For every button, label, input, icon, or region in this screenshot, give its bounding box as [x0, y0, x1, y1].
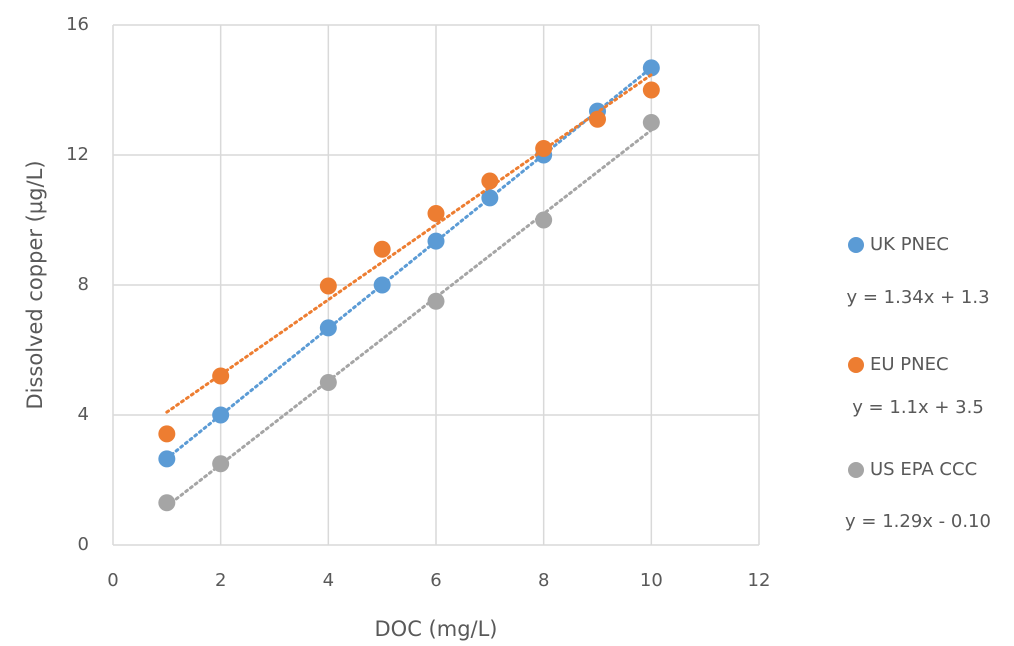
data-point — [642, 114, 660, 131]
x-tick-label: 6 — [430, 570, 441, 591]
y-tick-label: 12 — [66, 144, 89, 165]
legend-label: UK PNEC — [870, 234, 949, 255]
trendline-equation: y = 1.34x + 1.3 — [846, 287, 989, 308]
data-point — [212, 455, 230, 473]
data-point — [481, 189, 499, 207]
data-point — [535, 140, 553, 157]
data-point — [642, 81, 660, 99]
data-point — [373, 276, 391, 294]
trendline — [165, 128, 653, 508]
y-axis-title: Dissolved copper (µg/L) — [23, 160, 47, 409]
data-point — [427, 292, 445, 310]
data-point — [589, 110, 606, 128]
data-point — [481, 172, 499, 190]
y-tick-label: 8 — [78, 274, 89, 295]
data-point — [212, 367, 230, 385]
x-tick-label: 4 — [323, 570, 334, 591]
x-axis-title: DOC (mg/L) — [375, 617, 498, 641]
data-point — [373, 240, 391, 258]
x-tick-label: 2 — [215, 570, 226, 591]
y-tick-label: 4 — [78, 404, 89, 425]
legend-label: EU PNEC — [870, 354, 949, 375]
trendline — [165, 66, 653, 461]
y-tick-label: 0 — [78, 534, 89, 555]
data-point — [427, 205, 445, 222]
data-point — [319, 277, 337, 295]
x-tick-label: 12 — [748, 570, 771, 591]
data-point — [427, 232, 445, 250]
x-tick-label: 0 — [107, 570, 118, 591]
x-tick-label: 10 — [640, 570, 663, 591]
trendline-equation: y = 1.1x + 3.5 — [852, 397, 984, 418]
legend-marker — [848, 462, 864, 478]
data-point — [319, 374, 337, 391]
legend-label: US EPA CCC — [870, 459, 977, 480]
data-point — [535, 211, 553, 229]
data-point — [642, 59, 660, 77]
data-point — [212, 406, 230, 424]
legend-marker — [848, 237, 864, 253]
y-tick-label: 16 — [66, 14, 89, 35]
data-point — [158, 494, 176, 512]
data-point — [319, 319, 337, 337]
data-point — [158, 450, 176, 468]
trendline-equation: y = 1.29x - 0.10 — [845, 511, 991, 532]
trendline — [165, 73, 653, 414]
legend-marker — [848, 357, 864, 373]
x-tick-label: 8 — [538, 570, 549, 591]
data-point — [158, 425, 176, 443]
